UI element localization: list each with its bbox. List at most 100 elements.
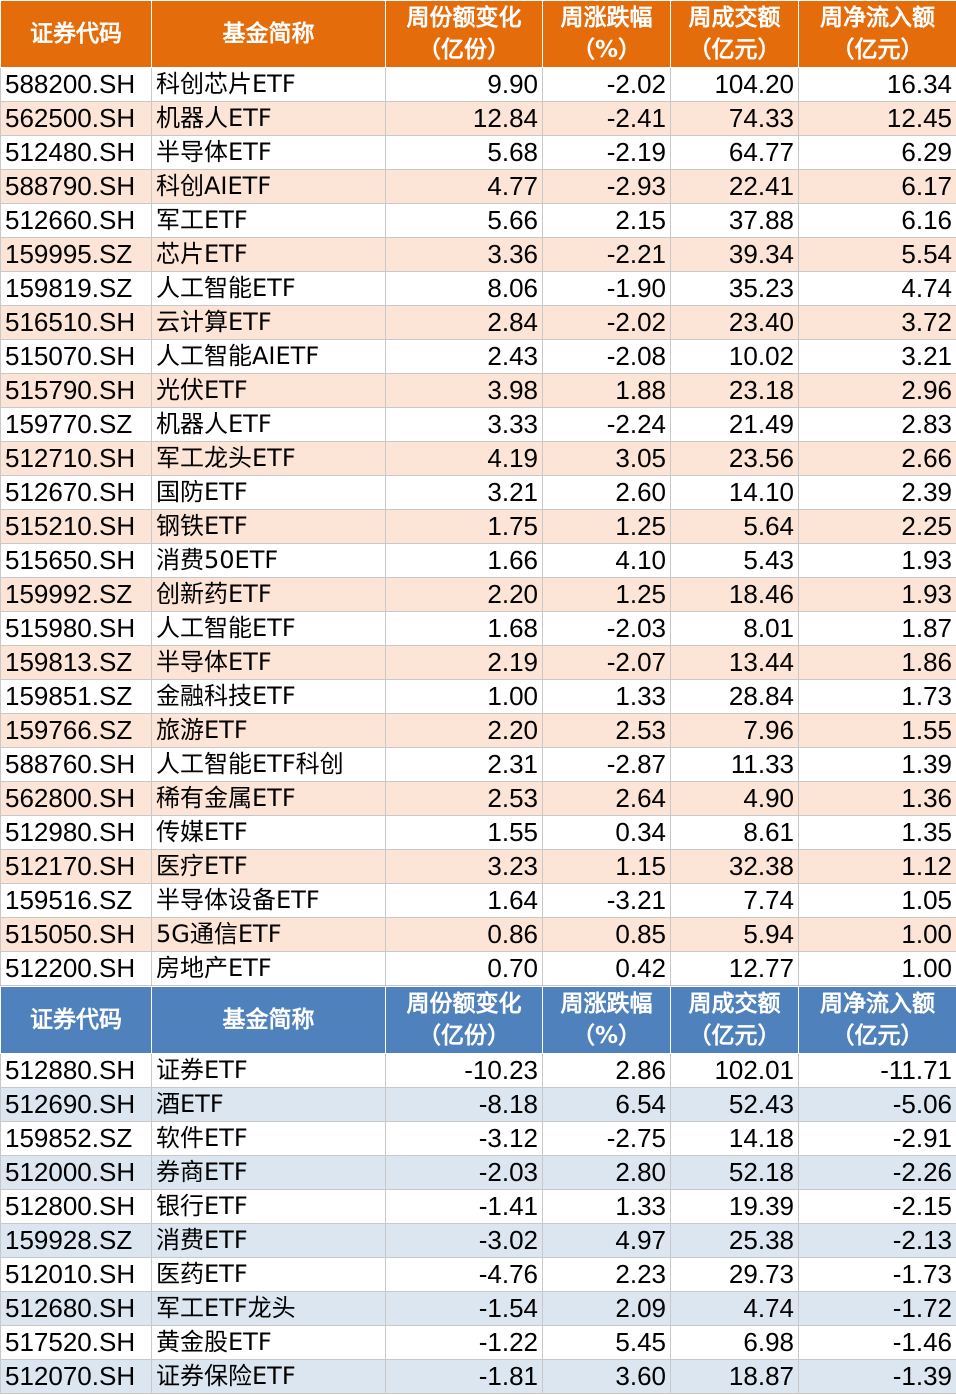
cell-net-inflow[interactable]: 1.36 [798, 781, 956, 816]
table-row[interactable]: 512980.SH 传媒ETF 1.55 0.34 8.61 1.35 [0, 815, 956, 850]
cell-share-change[interactable]: 3.23 [385, 849, 543, 884]
cell-pct-change[interactable]: 1.88 [542, 373, 671, 408]
table-row[interactable]: 512880.SH 证券ETF -10.23 2.86 102.01 -11.71 [0, 1053, 956, 1088]
cell-net-inflow[interactable]: -1.39 [798, 1359, 956, 1394]
cell-turnover[interactable]: 21.49 [670, 407, 799, 442]
cell-share-change[interactable]: 2.84 [385, 305, 543, 340]
cell-share-change[interactable]: -3.02 [385, 1223, 543, 1258]
table-row[interactable]: 159928.SZ 消费ETF -3.02 4.97 25.38 -2.13 [0, 1223, 956, 1258]
table-row[interactable]: 159813.SZ 半导体ETF 2.19 -2.07 13.44 1.86 [0, 645, 956, 680]
cell-turnover[interactable]: 22.41 [670, 169, 799, 204]
cell-code[interactable]: 515650.SH [0, 543, 152, 578]
cell-fund-name[interactable]: 证券保险ETF [151, 1359, 386, 1394]
cell-share-change[interactable]: 12.84 [385, 101, 543, 136]
cell-turnover[interactable]: 8.01 [670, 611, 799, 646]
cell-share-change[interactable]: 0.70 [385, 951, 543, 986]
cell-turnover[interactable]: 14.18 [670, 1121, 799, 1156]
cell-code[interactable]: 512200.SH [0, 951, 152, 986]
header-pct[interactable]: 周涨跌幅 （%） [542, 986, 671, 1054]
header-share-change[interactable]: 周份额变化 （亿份） [385, 0, 543, 68]
cell-fund-name[interactable]: 光伏ETF [151, 373, 386, 408]
cell-pct-change[interactable]: -2.02 [542, 67, 671, 102]
cell-share-change[interactable]: 8.06 [385, 271, 543, 306]
table-row[interactable]: 512010.SH 医药ETF -4.76 2.23 29.73 -1.73 [0, 1257, 956, 1292]
cell-turnover[interactable]: 5.43 [670, 543, 799, 578]
cell-net-inflow[interactable]: 6.16 [798, 203, 956, 238]
table-row[interactable]: 515210.SH 钢铁ETF 1.75 1.25 5.64 2.25 [0, 509, 956, 544]
cell-share-change[interactable]: 1.55 [385, 815, 543, 850]
cell-code[interactable]: 159516.SZ [0, 883, 152, 918]
table-row[interactable]: 159766.SZ 旅游ETF 2.20 2.53 7.96 1.55 [0, 713, 956, 748]
cell-turnover[interactable]: 74.33 [670, 101, 799, 136]
cell-net-inflow[interactable]: 1.00 [798, 917, 956, 952]
cell-turnover[interactable]: 14.10 [670, 475, 799, 510]
cell-code[interactable]: 516510.SH [0, 305, 152, 340]
cell-code[interactable]: 515790.SH [0, 373, 152, 408]
cell-fund-name[interactable]: 消费50ETF [151, 543, 386, 578]
cell-code[interactable]: 515050.SH [0, 917, 152, 952]
cell-pct-change[interactable]: 3.60 [542, 1359, 671, 1394]
cell-fund-name[interactable]: 国防ETF [151, 475, 386, 510]
header-pct[interactable]: 周涨跌幅 （%） [542, 0, 671, 68]
cell-pct-change[interactable]: 1.25 [542, 577, 671, 612]
cell-pct-change[interactable]: 6.54 [542, 1087, 671, 1122]
cell-turnover[interactable]: 25.38 [670, 1223, 799, 1258]
table-row[interactable]: 516510.SH 云计算ETF 2.84 -2.02 23.40 3.72 [0, 305, 956, 340]
cell-net-inflow[interactable]: -1.72 [798, 1291, 956, 1326]
cell-code[interactable]: 159813.SZ [0, 645, 152, 680]
cell-net-inflow[interactable]: 5.54 [798, 237, 956, 272]
cell-turnover[interactable]: 104.20 [670, 67, 799, 102]
cell-share-change[interactable]: 4.77 [385, 169, 543, 204]
cell-turnover[interactable]: 11.33 [670, 747, 799, 782]
cell-code[interactable]: 512660.SH [0, 203, 152, 238]
cell-code[interactable]: 512800.SH [0, 1189, 152, 1224]
cell-net-inflow[interactable]: 1.00 [798, 951, 956, 986]
cell-fund-name[interactable]: 黄金股ETF [151, 1325, 386, 1360]
cell-code[interactable]: 159995.SZ [0, 237, 152, 272]
cell-net-inflow[interactable]: -2.13 [798, 1223, 956, 1258]
cell-turnover[interactable]: 13.44 [670, 645, 799, 680]
cell-fund-name[interactable]: 人工智能ETF [151, 611, 386, 646]
cell-share-change[interactable]: 2.20 [385, 713, 543, 748]
cell-pct-change[interactable]: -1.90 [542, 271, 671, 306]
cell-turnover[interactable]: 37.88 [670, 203, 799, 238]
cell-turnover[interactable]: 39.34 [670, 237, 799, 272]
cell-turnover[interactable]: 6.98 [670, 1325, 799, 1360]
cell-pct-change[interactable]: -2.19 [542, 135, 671, 170]
cell-net-inflow[interactable]: -2.15 [798, 1189, 956, 1224]
table-row[interactable]: 515790.SH 光伏ETF 3.98 1.88 23.18 2.96 [0, 373, 956, 408]
table-row[interactable]: 512480.SH 半导体ETF 5.68 -2.19 64.77 6.29 [0, 135, 956, 170]
table-row[interactable]: 512690.SH 酒ETF -8.18 6.54 52.43 -5.06 [0, 1087, 956, 1122]
cell-net-inflow[interactable]: 3.72 [798, 305, 956, 340]
cell-turnover[interactable]: 5.94 [670, 917, 799, 952]
cell-pct-change[interactable]: 2.86 [542, 1053, 671, 1088]
cell-turnover[interactable]: 29.73 [670, 1257, 799, 1292]
header-name[interactable]: 基金简称 [151, 986, 386, 1054]
cell-code[interactable]: 159928.SZ [0, 1223, 152, 1258]
table-row[interactable]: 159819.SZ 人工智能ETF 8.06 -1.90 35.23 4.74 [0, 271, 956, 306]
cell-share-change[interactable]: 3.21 [385, 475, 543, 510]
cell-pct-change[interactable]: -2.03 [542, 611, 671, 646]
cell-code[interactable]: 159770.SZ [0, 407, 152, 442]
cell-code[interactable]: 512000.SH [0, 1155, 152, 1190]
cell-net-inflow[interactable]: 1.73 [798, 679, 956, 714]
cell-turnover[interactable]: 18.87 [670, 1359, 799, 1394]
cell-share-change[interactable]: -10.23 [385, 1053, 543, 1088]
cell-fund-name[interactable]: 半导体设备ETF [151, 883, 386, 918]
cell-fund-name[interactable]: 钢铁ETF [151, 509, 386, 544]
header-turnover[interactable]: 周成交额 （亿元） [670, 986, 799, 1054]
cell-fund-name[interactable]: 军工ETF龙头 [151, 1291, 386, 1326]
cell-share-change[interactable]: 1.68 [385, 611, 543, 646]
cell-pct-change[interactable]: 2.64 [542, 781, 671, 816]
cell-share-change[interactable]: -2.03 [385, 1155, 543, 1190]
cell-code[interactable]: 512070.SH [0, 1359, 152, 1394]
cell-turnover[interactable]: 12.77 [670, 951, 799, 986]
cell-net-inflow[interactable]: 3.21 [798, 339, 956, 374]
table-row[interactable]: 512000.SH 券商ETF -2.03 2.80 52.18 -2.26 [0, 1155, 956, 1190]
cell-net-inflow[interactable]: 2.96 [798, 373, 956, 408]
cell-pct-change[interactable]: 2.15 [542, 203, 671, 238]
cell-fund-name[interactable]: 人工智能ETF科创 [151, 747, 386, 782]
cell-pct-change[interactable]: -2.07 [542, 645, 671, 680]
cell-net-inflow[interactable]: 1.86 [798, 645, 956, 680]
table-row[interactable]: 159992.SZ 创新药ETF 2.20 1.25 18.46 1.93 [0, 577, 956, 612]
